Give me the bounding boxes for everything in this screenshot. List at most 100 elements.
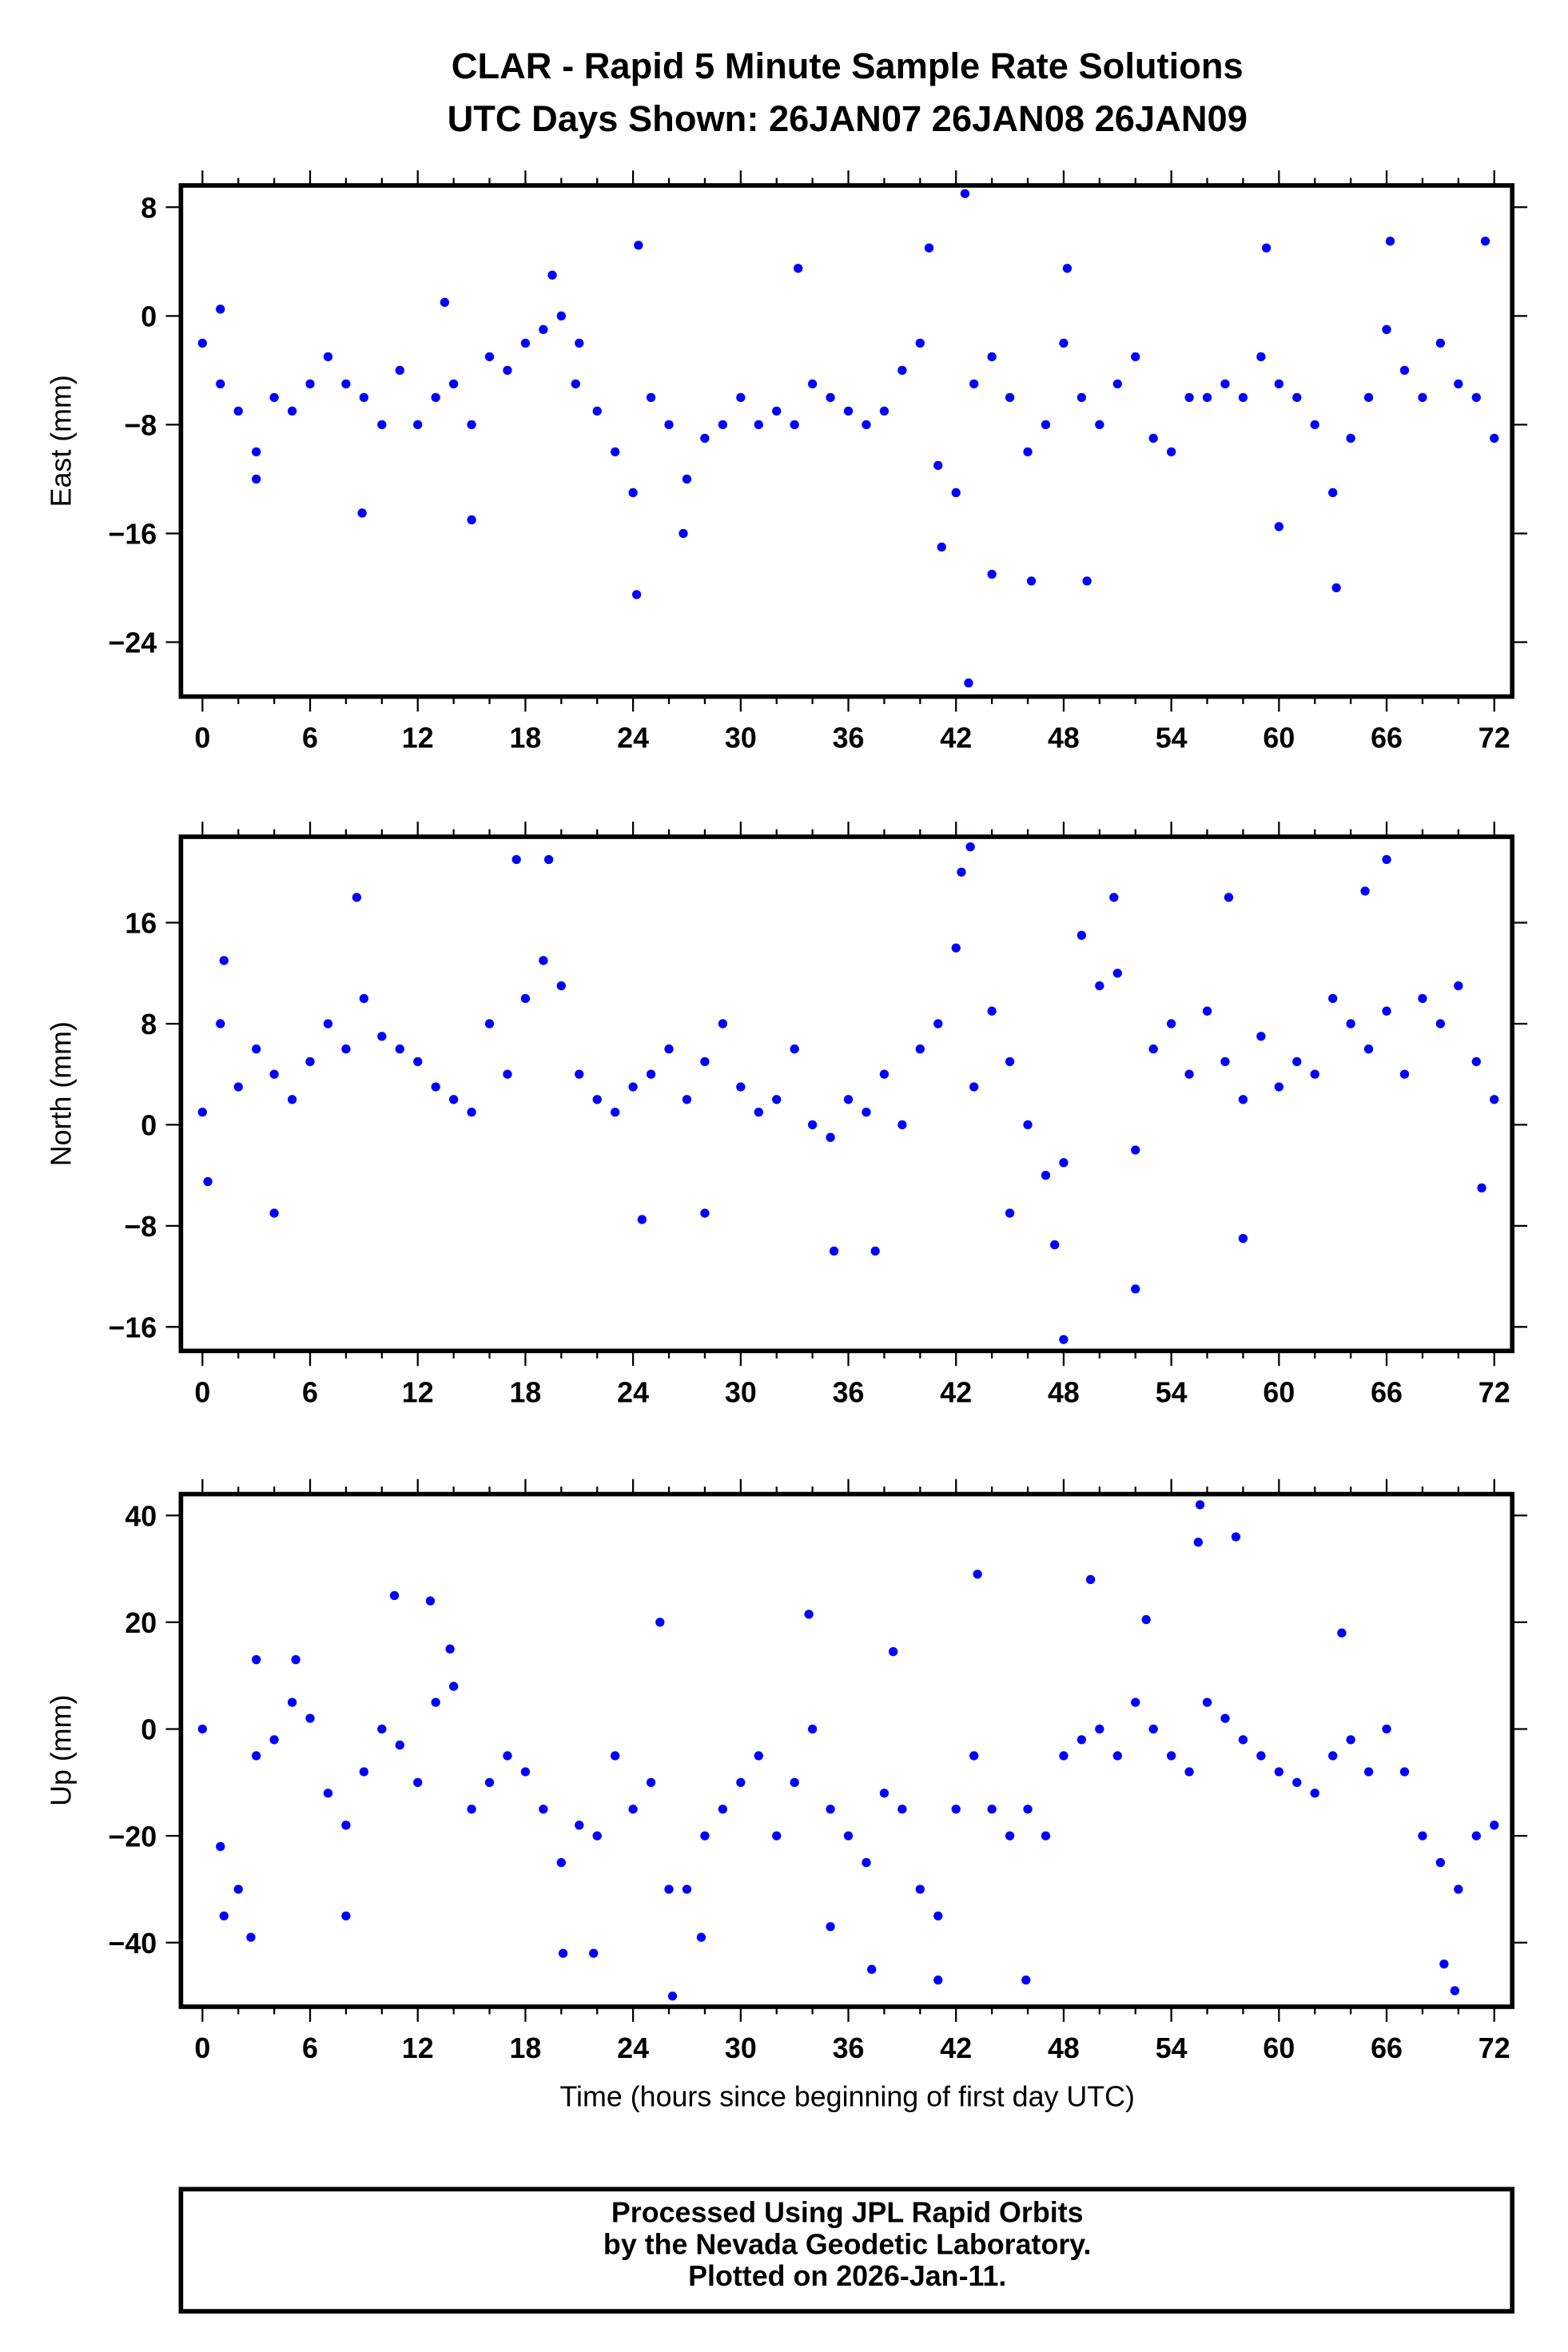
data-point bbox=[1112, 1751, 1122, 1761]
data-point bbox=[870, 1246, 880, 1256]
data-point bbox=[1005, 392, 1015, 403]
data-point bbox=[558, 1948, 568, 1958]
data-point bbox=[1238, 1095, 1248, 1104]
data-point bbox=[807, 379, 818, 389]
data-point bbox=[1131, 1697, 1140, 1707]
data-point bbox=[933, 1019, 943, 1029]
data-point bbox=[1021, 1975, 1031, 1985]
data-point bbox=[843, 1095, 854, 1104]
data-point bbox=[1041, 420, 1051, 430]
data-point bbox=[216, 304, 225, 314]
data-point bbox=[1193, 1538, 1203, 1547]
data-point bbox=[571, 379, 580, 389]
x-tick-label: 72 bbox=[1478, 1376, 1510, 1408]
data-point bbox=[1346, 1735, 1355, 1745]
x-tick-label: 6 bbox=[302, 722, 318, 754]
data-point bbox=[646, 1777, 656, 1788]
x-tick-label: 6 bbox=[302, 1376, 318, 1408]
y-tick-label: 0 bbox=[141, 1110, 157, 1142]
data-point bbox=[1256, 352, 1266, 362]
data-point bbox=[341, 379, 351, 389]
data-point bbox=[951, 1805, 961, 1814]
data-point bbox=[772, 1095, 782, 1104]
data-point bbox=[287, 1697, 297, 1707]
data-point bbox=[197, 338, 207, 348]
data-point bbox=[804, 1610, 814, 1619]
data-point bbox=[431, 392, 440, 403]
data-point bbox=[897, 365, 907, 376]
y-tick-label: −40 bbox=[108, 1928, 157, 1960]
x-tick-label: 18 bbox=[510, 1376, 542, 1408]
data-point bbox=[547, 270, 557, 280]
footer-line-1: Processed Using JPL Rapid Orbits bbox=[611, 2197, 1084, 2229]
data-point bbox=[1454, 981, 1463, 991]
data-point bbox=[611, 1107, 620, 1117]
data-point bbox=[1399, 365, 1410, 376]
data-point bbox=[637, 1215, 647, 1224]
data-point bbox=[1141, 1614, 1151, 1625]
data-point bbox=[807, 1724, 818, 1734]
data-point bbox=[1224, 893, 1234, 902]
data-point bbox=[1041, 1831, 1051, 1841]
y-tick-label: 0 bbox=[141, 1714, 157, 1746]
data-point bbox=[323, 1789, 333, 1798]
x-tick-label: 30 bbox=[725, 1376, 757, 1408]
data-point bbox=[1292, 1777, 1302, 1788]
data-point bbox=[879, 1069, 889, 1079]
x-tick-label: 30 bbox=[725, 2032, 757, 2064]
x-tick-label: 54 bbox=[1156, 722, 1188, 754]
data-point bbox=[484, 352, 495, 362]
data-point bbox=[467, 515, 476, 525]
data-point bbox=[682, 474, 692, 484]
data-point bbox=[520, 993, 531, 1004]
data-point bbox=[700, 1208, 710, 1218]
data-point bbox=[431, 1082, 440, 1092]
data-point bbox=[1363, 392, 1374, 403]
data-point bbox=[1166, 1019, 1176, 1029]
data-point bbox=[826, 1132, 835, 1142]
data-point bbox=[1220, 1713, 1230, 1723]
data-point bbox=[1328, 488, 1338, 498]
data-point bbox=[1148, 433, 1158, 444]
data-point bbox=[1310, 420, 1319, 430]
data-point bbox=[1005, 1057, 1015, 1067]
data-point bbox=[937, 542, 946, 552]
data-point bbox=[377, 1032, 387, 1041]
data-point bbox=[1023, 1805, 1033, 1814]
x-tick-label: 42 bbox=[940, 1376, 972, 1408]
chart-subtitle: UTC Days Shown: 26JAN07 26JAN08 26JAN09 bbox=[448, 98, 1248, 139]
data-point bbox=[1023, 1120, 1033, 1130]
data-point bbox=[897, 1805, 907, 1814]
data-point bbox=[631, 590, 642, 599]
y-tick-label: 40 bbox=[125, 1500, 157, 1532]
data-point bbox=[1005, 1831, 1015, 1841]
data-point bbox=[197, 1724, 207, 1734]
data-point bbox=[543, 854, 554, 865]
data-point bbox=[1023, 447, 1033, 457]
data-point bbox=[826, 1922, 835, 1932]
data-point bbox=[389, 1590, 400, 1601]
y-tick-label: 20 bbox=[125, 1607, 157, 1639]
data-point bbox=[933, 1975, 943, 1985]
data-point bbox=[233, 1884, 243, 1894]
data-point bbox=[291, 1655, 300, 1665]
x-tick-label: 36 bbox=[833, 1376, 865, 1408]
data-point bbox=[1399, 1069, 1410, 1079]
data-point bbox=[969, 1082, 979, 1092]
data-point bbox=[539, 1805, 548, 1814]
x-tick-label: 6 bbox=[302, 2032, 318, 2064]
data-point bbox=[1385, 237, 1395, 246]
data-point bbox=[790, 1044, 799, 1054]
data-point bbox=[664, 1884, 674, 1894]
x-tick-label: 12 bbox=[402, 722, 434, 754]
data-point bbox=[1274, 379, 1284, 389]
data-point bbox=[269, 1735, 279, 1745]
data-point bbox=[219, 1911, 229, 1921]
x-tick-label: 54 bbox=[1156, 1376, 1188, 1408]
data-point bbox=[1439, 1959, 1449, 1969]
x-tick-label: 30 bbox=[725, 722, 757, 754]
data-point bbox=[1328, 1751, 1338, 1761]
data-point bbox=[965, 842, 975, 852]
data-point bbox=[556, 311, 566, 320]
data-point bbox=[1184, 392, 1194, 403]
